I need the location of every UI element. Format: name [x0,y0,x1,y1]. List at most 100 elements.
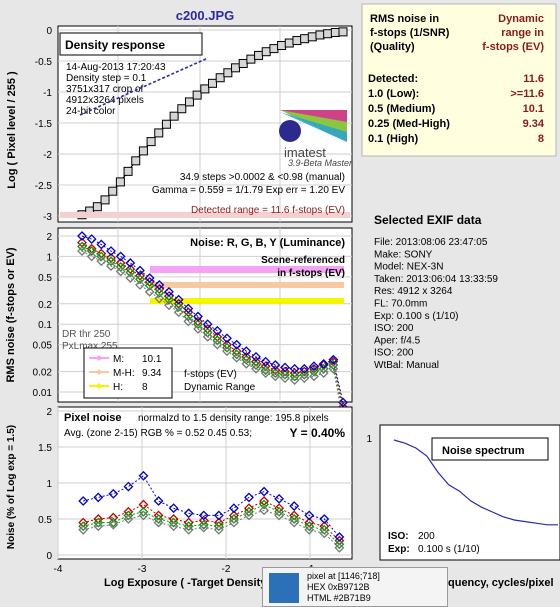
noise-point [173,301,184,312]
noise-ytick: 0.01 [33,388,53,399]
pixel-point [213,524,224,535]
exif-line: File: 2013:08:06 23:47:05 [374,237,488,248]
pixel-ytick: 0.5 [38,515,52,526]
noise-series-r [81,242,344,408]
noise-point [299,363,310,374]
legend-marker [96,369,102,375]
density-ytick: -2 [43,150,52,161]
pixel-norm: normalzd to 1.5 density range: 195.8 pix… [138,413,329,424]
pixel-ytick: 0 [46,551,52,562]
pixel-ytick: 1.5 [38,443,52,454]
noise-point [318,358,329,369]
noise-point [222,333,232,344]
density-point [277,41,287,50]
density-ytick: -1 [43,88,52,99]
pixel-point [168,517,179,528]
pixel-point [259,486,269,497]
spectrum-xlabel: quency, cycles/pixel [448,577,554,589]
detected-range-bar [60,212,350,218]
pixel-xtick: -2 [222,564,231,575]
noise-scene-2: in f-stops (EV) [277,268,345,279]
noise-point [270,368,281,379]
pixel-point [153,517,164,528]
noise-point [144,277,155,287]
legend-note-2: Dynamic Range [184,382,256,393]
noise-point [144,286,155,297]
pixel-point [93,521,104,532]
pixel-point [78,524,89,535]
density-ytick: -2.5 [35,181,53,192]
tooltip-line-1: pixel at [1146;718] [307,571,380,581]
noise-point [289,363,300,374]
table-quality: 0.5 (Medium) [368,103,436,115]
noise-point [212,339,223,350]
pixel-ytick: 1 [46,479,52,490]
density-point [115,177,125,187]
noise-point [77,231,87,241]
pixel-point [228,503,239,514]
density-ytick: -0.5 [35,57,53,68]
noise-point [309,361,319,372]
legend-value: 10.1 [142,354,162,365]
pixel-point [259,505,269,516]
noise-point [270,371,281,382]
density-ylabel: Log ( Pixel level / 255 ) [6,71,18,189]
pixel-point [108,519,119,530]
density-point [146,137,156,147]
pixel-point [198,522,209,533]
exif-line: Aper: f/4.5 [374,335,421,346]
medium-band [150,266,344,273]
noise-panel: 2 1 0.5 0.2 0.1 0.05 0.02 0.01 RMS noise (f-sto… [5,227,353,424]
noise-point [135,274,145,285]
noise-point [328,354,339,365]
legend-marker [96,355,102,361]
spectrum-exp-label: Exp: [388,544,410,555]
noise-ytick: 0.02 [33,368,53,379]
pixel-xlabel: Log Exposure ( -Target Density ) [104,577,273,589]
density-point [300,34,310,44]
density-point [192,90,202,100]
imatest-logo: imatest 3.9-Beta Master [279,110,353,168]
density-point [131,156,141,166]
exif-title: Selected EXIF data [374,213,482,227]
density-point [184,97,194,107]
table-h3: (Quality) [370,41,415,53]
noise-point [164,286,174,297]
table-h1: RMS noise in [370,13,439,25]
noise-point [280,373,290,384]
noise-ylabel: RMS noise (f-stops or EV) [5,247,17,382]
pixel-point [304,524,315,535]
pixel-tooltip: pixel at [1146;718] HEX 0xB9712B HTML #2… [262,567,448,607]
dynamic-range-table: RMS noise in f-stops (1/SNR) (Quality) D… [361,3,557,157]
pixel-point [319,514,330,524]
density-point [238,58,248,68]
pixel-point [304,521,315,532]
table-value: 11.6 [523,73,544,85]
density-info-line: 3751x317 crop of [66,84,144,95]
legend-label: H: [113,382,123,393]
pixel-point [198,519,209,530]
noise-point [251,360,261,370]
noise-point [270,365,281,376]
spectrum-ytick: 1 [366,434,372,445]
exif-line: WtBal: Manual [374,360,439,371]
legend-value: 8 [142,382,148,393]
noise-point [86,251,97,262]
figure-title: c200.JPG [176,8,235,23]
noise-point [77,241,87,252]
logo-text: imatest [284,145,326,160]
pixel-point [153,514,164,524]
tooltip-line-3: HTML #2B71B9 [307,593,371,603]
pixel-point [168,503,179,514]
spectrum-panel: 1 Noise spectrum ISO: 200 Exp: 0.100 s (… [366,424,560,589]
density-detected: Detected range = 11.6 f-stops (EV) [191,205,345,216]
table-h2: f-stops (1/SNR) [370,27,450,39]
density-info-line: Density step = 0.1 [66,73,147,84]
density-point [208,78,217,88]
density-point [261,47,271,57]
noise-point [164,294,174,305]
table-quality: 0.1 (High) [368,133,418,145]
density-point [154,128,164,138]
noise-point [164,291,174,301]
noise-point [193,319,203,330]
